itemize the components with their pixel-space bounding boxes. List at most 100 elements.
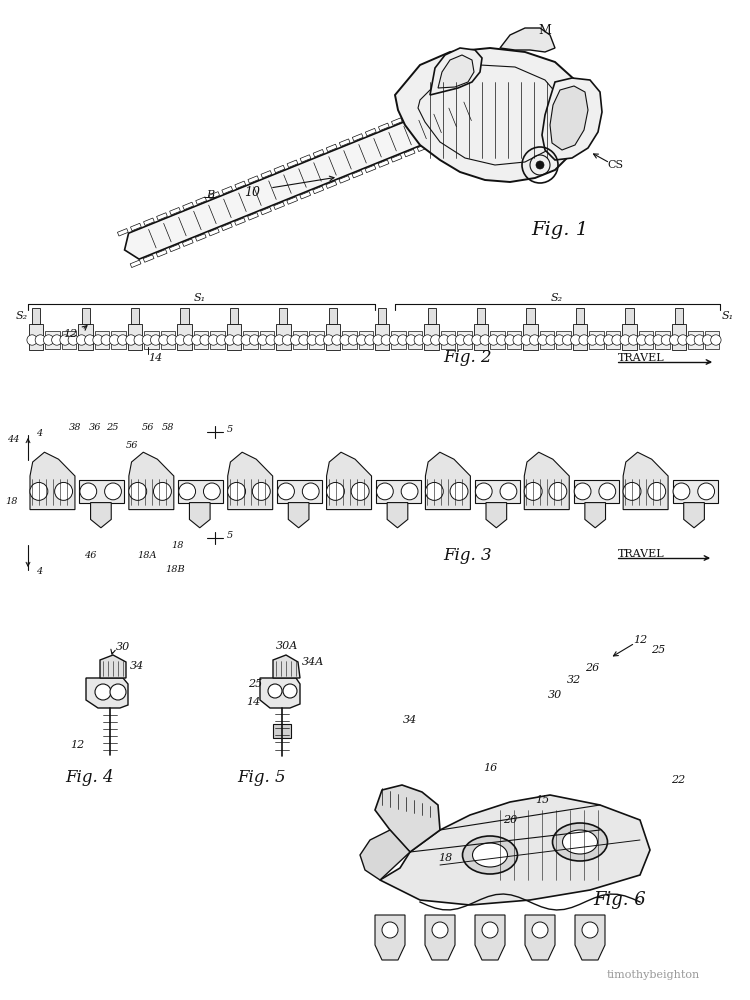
Polygon shape xyxy=(273,655,300,678)
Circle shape xyxy=(546,335,556,345)
Polygon shape xyxy=(375,915,405,960)
Circle shape xyxy=(364,335,375,345)
Circle shape xyxy=(653,335,664,345)
Polygon shape xyxy=(181,308,189,324)
Text: 44: 44 xyxy=(8,436,20,444)
Circle shape xyxy=(538,335,548,345)
Circle shape xyxy=(662,335,672,345)
Circle shape xyxy=(414,335,424,345)
Text: 30A: 30A xyxy=(276,641,298,651)
Circle shape xyxy=(323,335,334,345)
Circle shape xyxy=(332,335,342,345)
Text: 32: 32 xyxy=(567,675,581,685)
Circle shape xyxy=(604,335,614,345)
Circle shape xyxy=(348,335,358,345)
Circle shape xyxy=(159,335,170,345)
Circle shape xyxy=(290,335,301,345)
Text: 18: 18 xyxy=(172,540,184,550)
Polygon shape xyxy=(279,308,287,324)
Text: 20: 20 xyxy=(503,815,518,825)
Text: Fig. 5: Fig. 5 xyxy=(238,770,286,786)
Circle shape xyxy=(645,335,656,345)
Polygon shape xyxy=(688,331,703,349)
Circle shape xyxy=(389,335,400,345)
Circle shape xyxy=(430,335,441,345)
Circle shape xyxy=(326,482,344,500)
Polygon shape xyxy=(441,331,455,349)
Circle shape xyxy=(44,335,54,345)
Text: 18B: 18B xyxy=(165,566,184,574)
Circle shape xyxy=(93,335,104,345)
Circle shape xyxy=(532,922,548,938)
Circle shape xyxy=(203,483,220,500)
Circle shape xyxy=(351,482,369,500)
Polygon shape xyxy=(79,324,93,350)
Polygon shape xyxy=(458,331,472,349)
Polygon shape xyxy=(490,331,505,349)
Polygon shape xyxy=(309,331,323,349)
Circle shape xyxy=(142,335,153,345)
Polygon shape xyxy=(326,324,340,350)
Text: 25: 25 xyxy=(248,679,262,689)
Circle shape xyxy=(637,335,647,345)
Circle shape xyxy=(266,335,276,345)
Circle shape xyxy=(398,335,408,345)
Text: Fig. 1: Fig. 1 xyxy=(532,221,589,239)
Polygon shape xyxy=(477,308,485,324)
Polygon shape xyxy=(358,331,373,349)
Polygon shape xyxy=(80,480,124,503)
Text: 34: 34 xyxy=(130,661,144,671)
Polygon shape xyxy=(425,452,470,510)
Circle shape xyxy=(521,335,532,345)
Circle shape xyxy=(513,335,523,345)
Polygon shape xyxy=(392,331,406,349)
Circle shape xyxy=(184,335,194,345)
Circle shape xyxy=(376,483,393,500)
Polygon shape xyxy=(29,324,44,350)
Circle shape xyxy=(382,922,398,938)
Polygon shape xyxy=(655,331,670,349)
Circle shape xyxy=(278,483,295,500)
Polygon shape xyxy=(675,308,683,324)
Text: 56: 56 xyxy=(126,440,138,450)
Text: 38: 38 xyxy=(69,422,81,432)
Circle shape xyxy=(472,335,482,345)
Circle shape xyxy=(134,335,145,345)
Polygon shape xyxy=(260,331,274,349)
Polygon shape xyxy=(276,324,290,350)
Circle shape xyxy=(381,335,392,345)
Text: 12: 12 xyxy=(633,635,647,645)
Circle shape xyxy=(582,922,598,938)
Circle shape xyxy=(694,335,704,345)
Text: 18: 18 xyxy=(438,853,452,863)
Polygon shape xyxy=(430,48,482,95)
Polygon shape xyxy=(427,308,436,324)
Circle shape xyxy=(524,482,542,500)
Polygon shape xyxy=(556,331,571,349)
Polygon shape xyxy=(704,331,719,349)
Polygon shape xyxy=(638,331,653,349)
Polygon shape xyxy=(673,480,718,503)
Text: 12: 12 xyxy=(63,329,77,339)
Circle shape xyxy=(282,335,292,345)
Circle shape xyxy=(549,482,567,500)
Text: S₂: S₂ xyxy=(16,311,28,321)
Text: 14: 14 xyxy=(148,353,162,363)
Polygon shape xyxy=(526,308,535,324)
Polygon shape xyxy=(144,331,159,349)
Polygon shape xyxy=(408,331,422,349)
Polygon shape xyxy=(243,331,258,349)
Circle shape xyxy=(571,335,581,345)
Polygon shape xyxy=(129,452,174,510)
Polygon shape xyxy=(32,308,40,324)
Text: 34: 34 xyxy=(403,715,417,725)
Circle shape xyxy=(225,335,235,345)
Polygon shape xyxy=(575,915,605,960)
Polygon shape xyxy=(95,331,109,349)
Text: S₂: S₂ xyxy=(551,293,563,303)
Polygon shape xyxy=(100,655,126,678)
Circle shape xyxy=(298,335,309,345)
Circle shape xyxy=(678,335,688,345)
Circle shape xyxy=(579,335,590,345)
Text: 46: 46 xyxy=(84,552,96,560)
